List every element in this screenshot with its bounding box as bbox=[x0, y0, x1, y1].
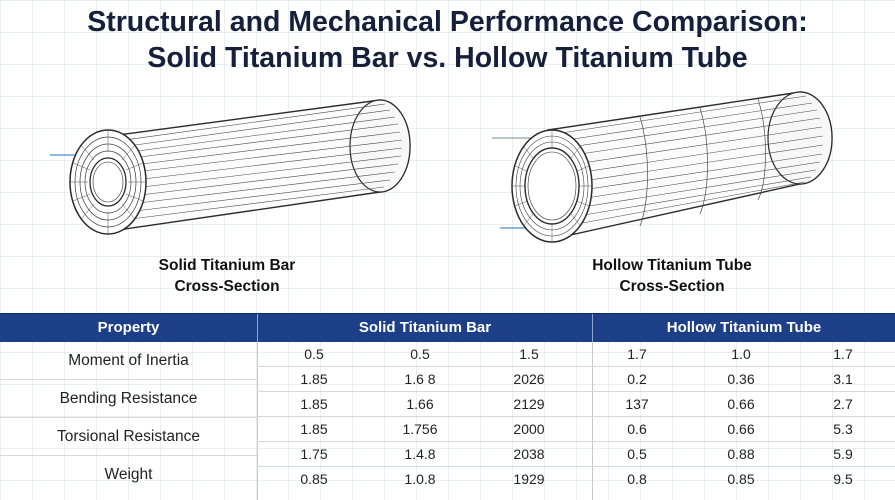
property-label: Weight bbox=[104, 466, 153, 483]
page-title: Structural and Mechanical Performance Co… bbox=[0, 4, 895, 76]
table-cell: 1.4.8 bbox=[404, 446, 436, 462]
property-label: Moment of Inertia bbox=[68, 352, 189, 369]
table-cell: 5.9 bbox=[833, 446, 853, 462]
table-cell: 1929 bbox=[513, 471, 545, 487]
table-cell: 0.36 bbox=[727, 371, 755, 387]
table-cell: 1.7 bbox=[833, 346, 853, 362]
table-cell: 0.5 bbox=[304, 346, 324, 362]
title-line-1: Structural and Mechanical Performance Co… bbox=[87, 6, 808, 38]
table-cell: 5.3 bbox=[833, 421, 853, 437]
table-row: 0.85 1.0.8 1929 0.8 0.85 9.5 bbox=[257, 467, 895, 492]
table-row: 1.75 1.4.8 2038 0.5 0.88 5.9 bbox=[257, 442, 895, 467]
solid-bar-caption: Solid Titanium Bar Cross-Section bbox=[115, 255, 339, 297]
hollow-caption-line-1: Hollow Titanium Tube bbox=[592, 257, 752, 274]
table-cell: 1.5 bbox=[519, 346, 539, 362]
table-cell: 1.6 8 bbox=[404, 371, 436, 387]
property-label: Torsional Resistance bbox=[56, 428, 200, 445]
hollow-tube-caption: Hollow Titanium Tube Cross-Section bbox=[556, 255, 788, 297]
table-cell: 0.2 bbox=[627, 371, 647, 387]
table-cell: 2.7 bbox=[833, 396, 853, 412]
table-row: 1.85 1.66 2129 137 0.66 2.7 bbox=[257, 392, 895, 417]
table-cell: 1.0 bbox=[731, 346, 751, 362]
table-cell: 1.0.8 bbox=[404, 471, 436, 487]
table-cell: 2129 bbox=[513, 396, 545, 412]
table-cell: 0.8 bbox=[627, 471, 647, 487]
property-row: Moment of Inertia bbox=[0, 342, 257, 380]
hollow-caption-line-2: Cross-Section bbox=[619, 278, 725, 295]
solid-caption-line-2: Cross-Section bbox=[174, 278, 280, 295]
table-cell: 1.756 bbox=[402, 421, 438, 437]
table-cell: 3.1 bbox=[833, 371, 853, 387]
table-cell: 2038 bbox=[513, 446, 545, 462]
table-cell: 0.5 bbox=[410, 346, 430, 362]
table-cell: 1.75 bbox=[300, 446, 328, 462]
table-cell: 0.66 bbox=[727, 396, 755, 412]
column-divider bbox=[257, 342, 258, 500]
property-row: Torsional Resistance bbox=[0, 418, 257, 456]
table-row: 1.85 1.6 8 2026 0.2 0.36 3.1 bbox=[257, 367, 895, 392]
table-cell: 1.85 bbox=[300, 371, 328, 387]
table-cell: 1.85 bbox=[300, 396, 328, 412]
table-cell: 2026 bbox=[513, 371, 545, 387]
table-cell: 0.88 bbox=[727, 446, 755, 462]
solid-bar-drawing bbox=[50, 99, 411, 235]
property-row: Weight bbox=[0, 456, 257, 494]
table-cell: 2000 bbox=[513, 421, 545, 437]
hollow-tube-drawing bbox=[492, 91, 833, 243]
solid-caption-line-1: Solid Titanium Bar bbox=[158, 257, 296, 274]
table-cell: 137 bbox=[625, 396, 649, 412]
table-cell: 9.5 bbox=[833, 471, 853, 487]
table-cell: 1.66 bbox=[406, 396, 434, 412]
header-hollow-tube: Hollow Titanium Tube bbox=[592, 314, 895, 343]
table-header: Property Solid Titanium Bar Hollow Titan… bbox=[0, 313, 895, 343]
table-cell: 0.85 bbox=[300, 471, 328, 487]
header-solid-bar: Solid Titanium Bar bbox=[257, 314, 592, 343]
table-cell: 0.5 bbox=[627, 446, 647, 462]
property-row: Bending Resistance bbox=[0, 380, 257, 418]
table-row: 0.5 0.5 1.5 1.7 1.0 1.7 bbox=[257, 342, 895, 367]
table-row: 1.85 1.756 2000 0.6 0.66 5.3 bbox=[257, 417, 895, 442]
table-cell: 1.85 bbox=[300, 421, 328, 437]
table-cell: 0.85 bbox=[727, 471, 755, 487]
property-label: Bending Resistance bbox=[59, 390, 198, 407]
table-body: Moment of Inertia Bending Resistance Tor… bbox=[0, 342, 895, 500]
table-cell: 0.66 bbox=[727, 421, 755, 437]
table-cell: 0.6 bbox=[627, 421, 647, 437]
title-line-2: Solid Titanium Bar vs. Hollow Titanium T… bbox=[147, 42, 748, 74]
table-cell: 1.7 bbox=[627, 346, 647, 362]
column-divider bbox=[592, 342, 593, 500]
header-property: Property bbox=[97, 319, 160, 336]
comparison-table: Property Solid Titanium Bar Hollow Titan… bbox=[0, 313, 895, 500]
